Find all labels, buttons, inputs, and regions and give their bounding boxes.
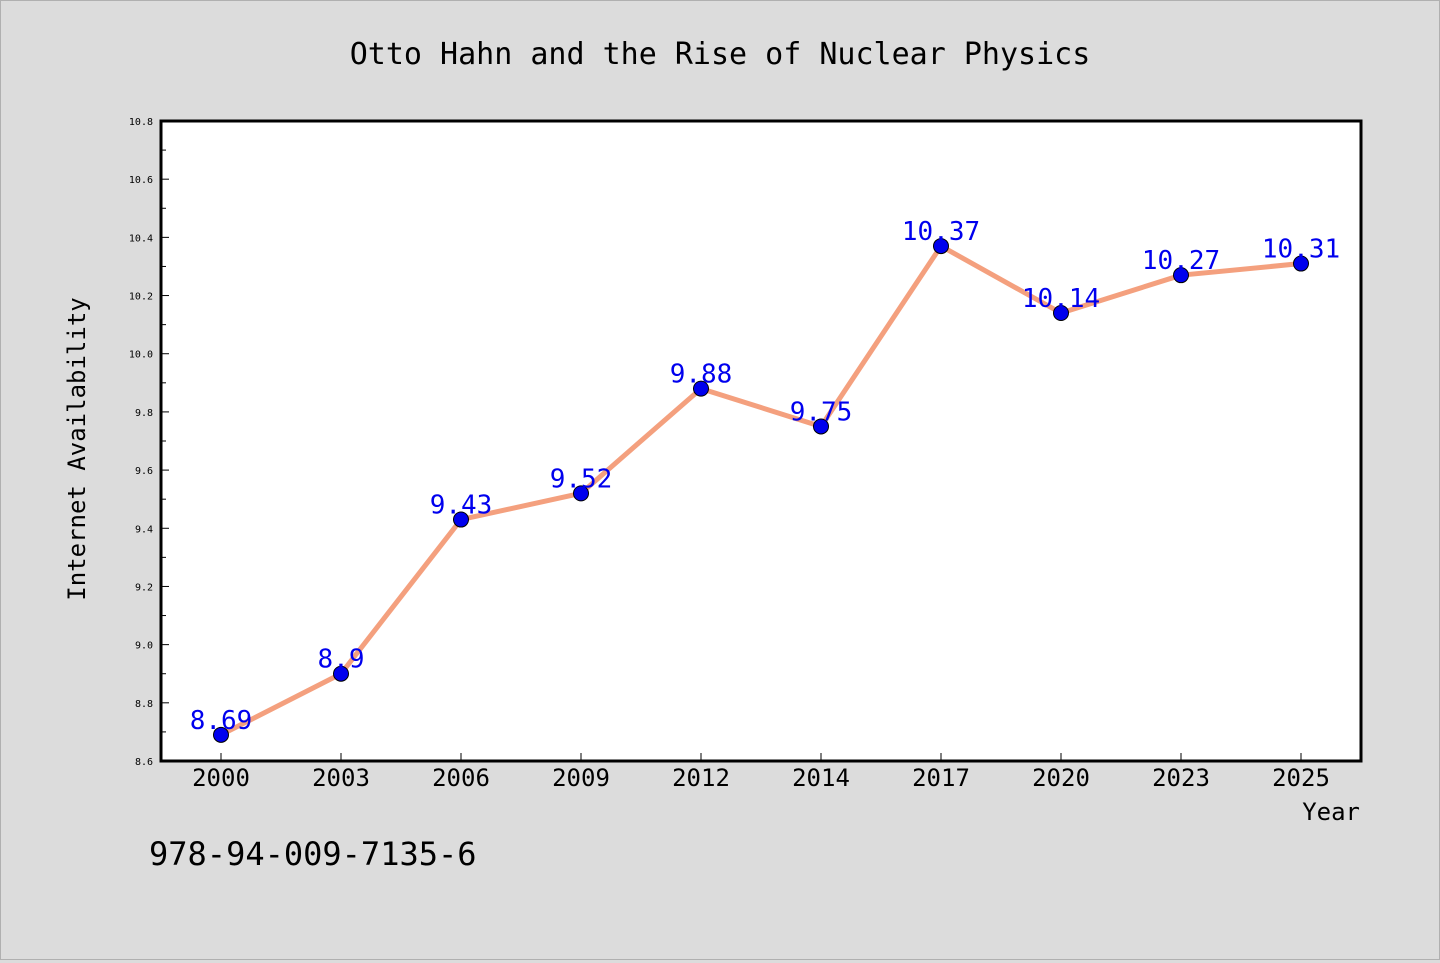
y-tick-label: 9.8: [135, 408, 153, 419]
plot-area: [159, 119, 1363, 763]
x-tick-label: 2020: [1032, 764, 1090, 792]
data-point: [1053, 305, 1069, 321]
data-point: [813, 418, 829, 435]
y-tick-label: 9.6: [135, 466, 153, 477]
y-tick-label: 10.8: [129, 117, 153, 128]
x-tick-label: 2003: [312, 764, 370, 792]
isbn-text: 978-94-009-7135-6: [149, 835, 477, 873]
x-tick-label: 2014: [792, 764, 850, 792]
x-tick-label: 2025: [1272, 764, 1330, 792]
y-tick-label: 9.2: [135, 582, 153, 593]
x-tick-label: 2023: [1152, 764, 1210, 792]
data-label: 8.69: [190, 706, 253, 736]
data-label: 9.43: [430, 491, 493, 521]
y-tick-label: 10.4: [129, 233, 153, 244]
x-axis-label: Year: [1302, 798, 1360, 826]
series-group: [213, 238, 1309, 743]
y-axis-ticks: 8.6 8.8 9.0 9.2 9.4 9.6 9.8 10.0 10.2 10.4 10.6 10.…: [129, 117, 169, 768]
x-tick-label: 2006: [432, 764, 490, 792]
data-label: 10.27: [1142, 246, 1220, 276]
y-axis-label: Internet Availability: [63, 297, 91, 600]
data-point: [453, 511, 469, 528]
data-point: [933, 238, 949, 255]
data-label: 9.75: [790, 397, 853, 427]
x-tick-label: 2000: [192, 764, 250, 792]
y-tick-label: 8.8: [135, 699, 153, 710]
data-point: [333, 665, 349, 682]
y-tick-label: 10.0: [129, 350, 153, 361]
x-tick-label: 2009: [552, 764, 610, 792]
data-label: 8.9: [318, 645, 365, 675]
y-tick-label: 8.6: [135, 757, 153, 768]
y-tick-label: 9.4: [135, 524, 153, 535]
data-point: [213, 726, 229, 743]
chart-title: Otto Hahn and the Rise of Nuclear Physic…: [350, 37, 1091, 72]
data-label: 10.31: [1262, 235, 1340, 265]
series-line: [219, 243, 1302, 738]
data-point: [693, 380, 709, 397]
y-tick-label: 10.6: [129, 175, 153, 186]
x-tick-label: 2012: [672, 764, 730, 792]
data-label: 9.52: [550, 464, 613, 494]
y-tick-label: 10.2: [129, 292, 153, 303]
data-point: [1293, 255, 1309, 272]
data-point: [573, 485, 589, 502]
data-label: 9.88: [670, 360, 733, 390]
y-tick-label: 9.0: [135, 641, 153, 652]
data-label: 10.37: [902, 217, 980, 247]
data-labels: 8.69 8.9 9.43 9.52 9.88 9.75 10.37 10.14 10.27 10…: [190, 217, 1340, 736]
data-point: [1173, 267, 1189, 284]
x-axis-ticks: 2000 2003 2006 2009 2012 2014 2017 2020 2023 2025: [192, 753, 1330, 792]
data-label: 10.14: [1022, 284, 1100, 314]
x-tick-label: 2017: [912, 764, 970, 792]
